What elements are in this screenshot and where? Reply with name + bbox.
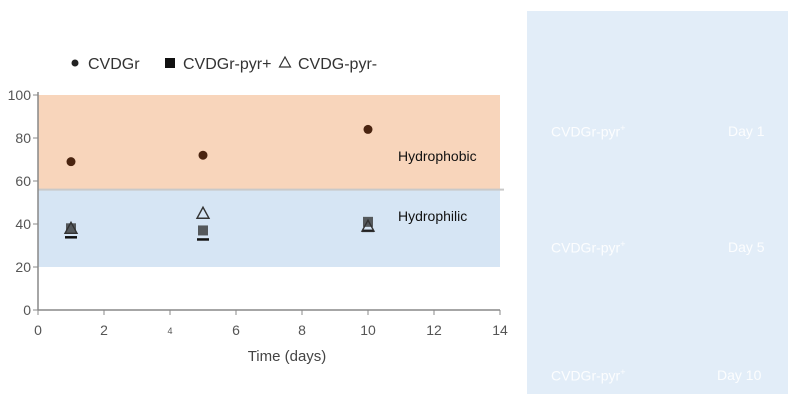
data-point (66, 223, 76, 234)
y-tick-label: 80 (15, 130, 31, 146)
y-tick-label: 0 (23, 302, 31, 318)
image-panel: CVDGr-pyr+ Day 1 CVDGr-pyr+ Day 5 CVDGr-… (527, 11, 788, 394)
data-point (198, 150, 208, 160)
x-tick-label: 2 (100, 322, 108, 338)
panel-sample-label-2: CVDGr-pyr+ (551, 239, 626, 256)
panel-sample-label-3: CVDGr-pyr+ (551, 367, 626, 384)
x-tick-label: 8 (298, 322, 306, 338)
band-label-hydrophilic: Hydrophilic (398, 208, 467, 224)
x-axis-title: Time (days) (248, 348, 327, 365)
legend-label: CVDGr (88, 56, 140, 73)
legend-marker-triangle (278, 55, 292, 68)
band-hydrophobic (38, 95, 500, 190)
data-point (66, 157, 76, 167)
panel-day-label-1: Day 1 (728, 123, 765, 139)
band-hydrophilic (38, 189, 500, 267)
x-tick-label: 14 (492, 322, 508, 338)
legend-marker-circle (71, 59, 79, 67)
x-tick-label: 10 (360, 322, 376, 338)
legend: CVDGr CVDGr-pyr+ CVDG-pyr- (71, 55, 377, 73)
y-tick-label: 40 (15, 216, 31, 232)
data-point (63, 220, 79, 235)
y-tick-label: 100 (8, 87, 32, 103)
panel-day-label-2: Day 5 (728, 239, 765, 255)
data-point (198, 225, 208, 236)
x-tick-label: 6 (232, 322, 240, 338)
data-point (363, 216, 373, 227)
legend-label: CVDG-pyr- (298, 56, 377, 73)
series-cvdgr (66, 124, 373, 167)
y-tick-label: 60 (15, 173, 31, 189)
legend-label: CVDGr-pyr+ (183, 56, 271, 73)
series-cvdg-pyr- (63, 205, 376, 235)
x-tick-label: 12 (426, 322, 442, 338)
x-tick-label: 0 (34, 322, 42, 338)
band-label-hydrophobic: Hydrophobic (398, 148, 477, 164)
x-tick-label: 4 (167, 326, 172, 336)
panel-day-label-3: Day 10 (717, 367, 762, 383)
panel-sample-label-1: CVDGr-pyr+ (551, 123, 626, 140)
y-tick-label: 20 (15, 259, 31, 275)
data-point (363, 124, 373, 134)
data-point (195, 205, 211, 219)
chart: Hydrophobic Hydrophilic 0 20 40 60 80 100 0 2 4 6 8 1… (8, 55, 508, 365)
data-point (360, 218, 376, 232)
legend-marker-square (165, 58, 175, 68)
